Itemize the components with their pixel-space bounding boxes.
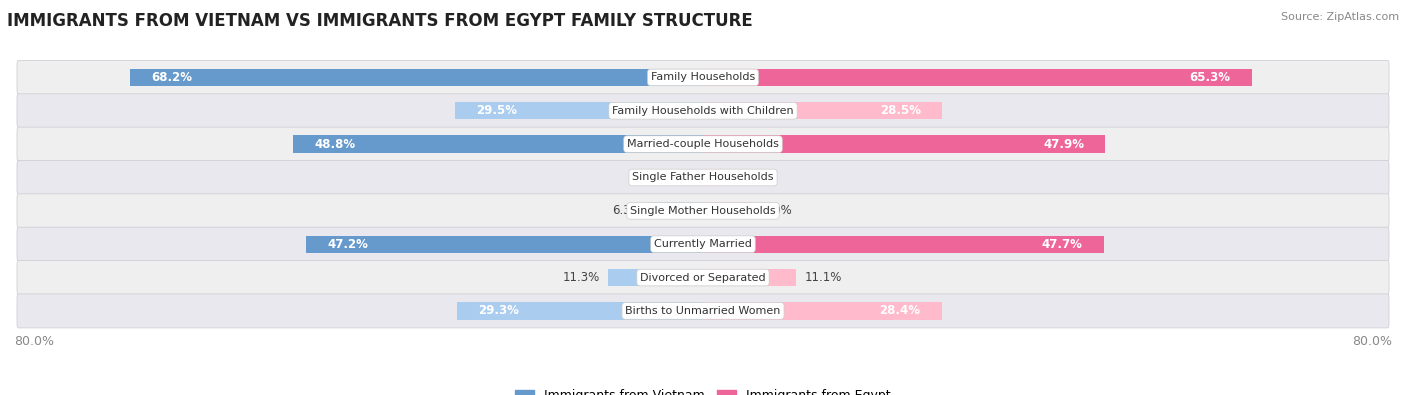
Bar: [703, 235, 1104, 253]
Bar: [457, 302, 703, 320]
FancyBboxPatch shape: [17, 60, 1389, 94]
Text: 11.3%: 11.3%: [562, 271, 599, 284]
Text: Divorced or Separated: Divorced or Separated: [640, 273, 766, 282]
Text: 2.1%: 2.1%: [730, 171, 759, 184]
Text: 65.3%: 65.3%: [1189, 71, 1230, 84]
Text: Family Households with Children: Family Households with Children: [612, 106, 794, 116]
Text: 80.0%: 80.0%: [14, 335, 53, 348]
Text: Currently Married: Currently Married: [654, 239, 752, 249]
FancyBboxPatch shape: [17, 227, 1389, 261]
Bar: [703, 302, 942, 320]
FancyBboxPatch shape: [17, 94, 1389, 128]
Bar: [703, 202, 754, 220]
Text: 11.1%: 11.1%: [804, 271, 842, 284]
Text: 68.2%: 68.2%: [150, 71, 193, 84]
Bar: [703, 135, 1105, 153]
Text: 48.8%: 48.8%: [314, 137, 356, 150]
FancyBboxPatch shape: [17, 261, 1389, 295]
Text: 28.5%: 28.5%: [880, 104, 921, 117]
Bar: [650, 202, 703, 220]
FancyBboxPatch shape: [17, 160, 1389, 194]
Text: 47.9%: 47.9%: [1043, 137, 1084, 150]
Text: 47.7%: 47.7%: [1042, 238, 1083, 251]
Text: 47.2%: 47.2%: [328, 238, 368, 251]
Text: Family Households: Family Households: [651, 72, 755, 83]
Bar: [129, 69, 703, 86]
Text: IMMIGRANTS FROM VIETNAM VS IMMIGRANTS FROM EGYPT FAMILY STRUCTURE: IMMIGRANTS FROM VIETNAM VS IMMIGRANTS FR…: [7, 12, 752, 30]
Legend: Immigrants from Vietnam, Immigrants from Egypt: Immigrants from Vietnam, Immigrants from…: [510, 384, 896, 395]
Text: Married-couple Households: Married-couple Households: [627, 139, 779, 149]
Bar: [607, 269, 703, 286]
Text: Source: ZipAtlas.com: Source: ZipAtlas.com: [1281, 12, 1399, 22]
FancyBboxPatch shape: [17, 194, 1389, 228]
Text: Births to Unmarried Women: Births to Unmarried Women: [626, 306, 780, 316]
Bar: [307, 235, 703, 253]
Text: 2.4%: 2.4%: [644, 171, 675, 184]
Bar: [683, 169, 703, 186]
FancyBboxPatch shape: [17, 127, 1389, 161]
Text: 80.0%: 80.0%: [1353, 335, 1392, 348]
Bar: [456, 102, 703, 119]
Text: Single Father Households: Single Father Households: [633, 173, 773, 182]
Bar: [703, 69, 1251, 86]
Bar: [703, 169, 721, 186]
Text: 6.0%: 6.0%: [762, 204, 792, 217]
Text: 6.3%: 6.3%: [612, 204, 641, 217]
Bar: [703, 102, 942, 119]
Text: 29.3%: 29.3%: [478, 305, 519, 318]
Text: 29.5%: 29.5%: [477, 104, 517, 117]
FancyBboxPatch shape: [17, 294, 1389, 328]
Bar: [703, 269, 796, 286]
Text: 28.4%: 28.4%: [880, 305, 921, 318]
Text: Single Mother Households: Single Mother Households: [630, 206, 776, 216]
Bar: [292, 135, 703, 153]
